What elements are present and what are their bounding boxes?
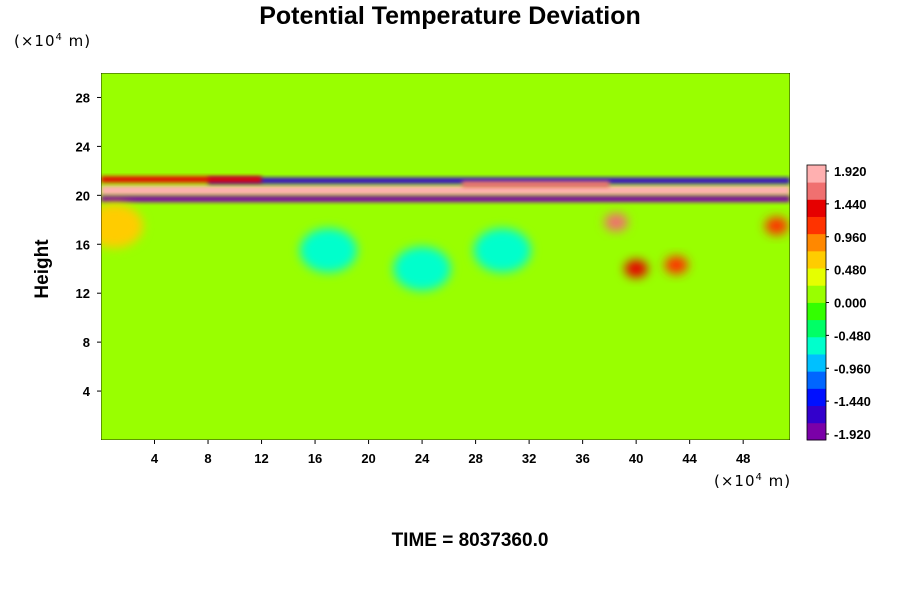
field-band [101,176,262,183]
y-tick-label: 4 [83,384,91,399]
colorbar-swatch [807,199,826,217]
x-tick-label: 32 [522,451,536,466]
y-tick-label: 24 [76,139,91,154]
x-tick-label: 12 [254,451,268,466]
x-tick-label: 48 [736,451,750,466]
colorbar-swatch [807,216,826,235]
y-tick-label: 12 [76,286,90,301]
x-tick-label: 36 [575,451,589,466]
colorbar-tick-label: -1.440 [834,394,871,409]
field-blob [624,259,648,278]
field-band [101,195,790,203]
x-tick-label: 8 [204,451,211,466]
field-band [101,185,790,196]
colorbar-swatch [807,354,826,372]
x-tick-label: 24 [415,451,430,466]
colorbar-swatch [807,233,826,252]
x-tick-label: 4 [151,451,159,466]
field-blob [299,228,358,273]
field-blob [764,216,789,235]
y-tick-label: 16 [76,237,90,252]
x-unit-label: (×104 m) [714,472,792,490]
colorbar-swatch [807,319,826,338]
colorbar-tick-label: -0.960 [834,361,871,376]
field-blob [101,203,143,248]
field-blob [664,256,688,275]
x-tick-label: 44 [682,451,697,466]
y-tick-label: 8 [83,335,90,350]
colorbar-tick-label: 0.960 [834,230,867,245]
x-tick-label: 20 [361,451,375,466]
field-blob [604,213,628,232]
colorbar-swatch [807,182,826,200]
time-label: TIME = 8037360.0 [391,530,549,551]
x-tick-label: 16 [308,451,322,466]
colorbar-swatch [807,165,826,183]
colorbar-tick-label: 0.000 [834,296,867,311]
colorbar-swatch [807,336,826,355]
colorbar-swatch [807,302,826,321]
field-band [208,177,790,184]
colorbar-swatch [807,405,826,424]
y-tick-label: 20 [76,188,90,203]
colorbar-swatch [807,268,826,286]
y-unit-label: (×104 m) [14,32,92,50]
colorbar-tick-label: 1.440 [834,197,867,212]
colorbar-swatch [807,250,826,269]
chart-title: Potential Temperature Deviation [259,2,641,30]
field-blob [393,246,451,291]
colorbar-tick-label: 0.480 [834,263,867,278]
colorbar-swatch [807,371,826,389]
colorbar-swatch [807,285,826,303]
colorbar-tick-label: 1.920 [834,164,867,179]
colorbar-swatch [807,388,826,407]
x-tick-label: 28 [468,451,482,466]
colorbar-swatch [807,422,826,441]
x-tick-label: 40 [629,451,643,466]
colorbar-tick-label: -0.480 [834,328,871,343]
colorbar-tick-label: -1.920 [834,427,871,442]
field-band [462,181,610,188]
y-tick-label: 28 [76,90,90,105]
field-blob [473,228,531,273]
